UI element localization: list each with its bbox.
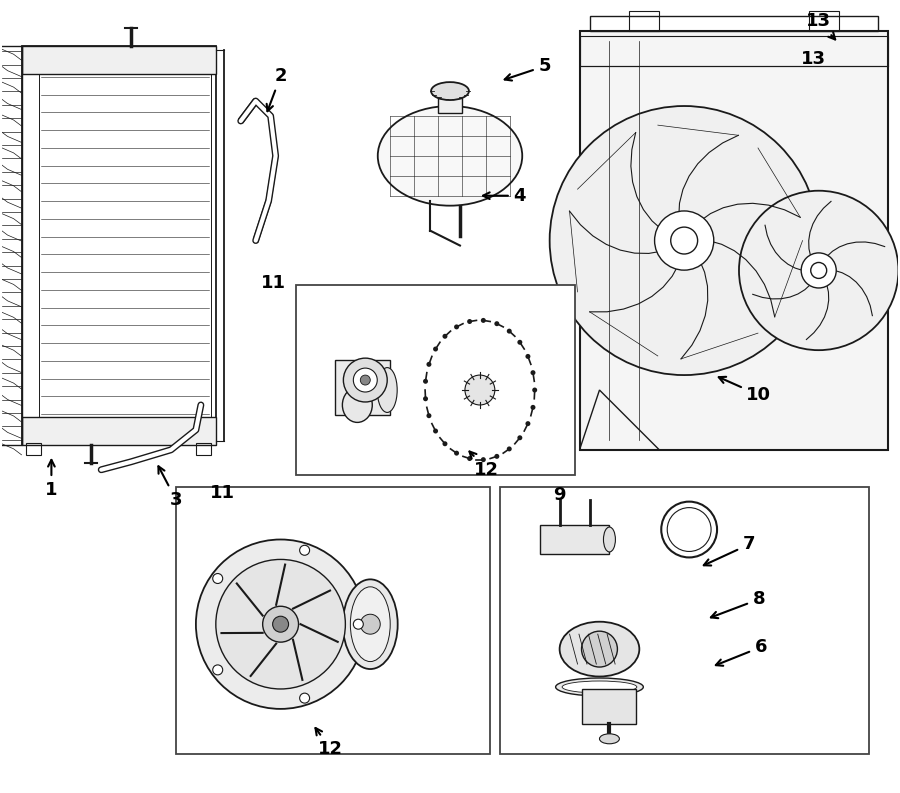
Circle shape <box>507 328 512 334</box>
Bar <box>581 689 636 724</box>
Circle shape <box>263 607 299 642</box>
Circle shape <box>494 321 500 326</box>
Circle shape <box>670 227 698 254</box>
Circle shape <box>423 396 428 401</box>
Ellipse shape <box>599 734 619 744</box>
Circle shape <box>433 428 438 434</box>
Circle shape <box>481 457 486 462</box>
Circle shape <box>550 106 819 375</box>
Bar <box>580 31 888 450</box>
Circle shape <box>354 619 364 629</box>
Circle shape <box>526 421 530 426</box>
Text: 4: 4 <box>483 186 526 205</box>
Circle shape <box>518 435 522 440</box>
Circle shape <box>433 347 438 351</box>
Circle shape <box>526 354 530 359</box>
Text: 3: 3 <box>158 466 182 508</box>
Ellipse shape <box>562 681 637 693</box>
Circle shape <box>454 324 459 329</box>
Circle shape <box>354 368 377 392</box>
Text: 11: 11 <box>211 484 235 502</box>
Circle shape <box>494 454 500 459</box>
Bar <box>590 17 878 31</box>
Circle shape <box>811 262 827 278</box>
Bar <box>438 98 462 113</box>
Ellipse shape <box>560 622 639 676</box>
Ellipse shape <box>342 388 373 423</box>
Text: 5: 5 <box>505 57 551 81</box>
Text: 13: 13 <box>801 50 826 68</box>
Circle shape <box>443 334 447 339</box>
Circle shape <box>739 191 898 351</box>
Text: 12: 12 <box>316 728 343 758</box>
Circle shape <box>216 559 346 689</box>
Circle shape <box>360 375 370 385</box>
Bar <box>22 417 216 445</box>
Ellipse shape <box>555 678 643 696</box>
Bar <box>295 285 574 475</box>
Circle shape <box>532 388 537 393</box>
Circle shape <box>360 615 380 634</box>
Circle shape <box>212 665 222 675</box>
Text: 13: 13 <box>806 13 835 40</box>
Circle shape <box>481 318 486 323</box>
Bar <box>540 524 609 554</box>
Circle shape <box>518 339 522 345</box>
Circle shape <box>530 370 536 375</box>
Bar <box>336 360 391 415</box>
Circle shape <box>801 253 836 288</box>
Circle shape <box>212 573 222 584</box>
Circle shape <box>507 446 512 451</box>
Text: 12: 12 <box>470 451 500 479</box>
Circle shape <box>196 539 365 709</box>
Circle shape <box>427 362 431 367</box>
Text: 9: 9 <box>554 485 566 504</box>
Bar <box>26 442 41 455</box>
Circle shape <box>443 441 447 446</box>
Bar <box>0 46 22 445</box>
Circle shape <box>581 631 617 667</box>
Ellipse shape <box>378 106 522 205</box>
Text: 1: 1 <box>45 460 58 499</box>
Circle shape <box>530 405 536 410</box>
Text: 10: 10 <box>719 377 771 404</box>
Circle shape <box>467 319 472 324</box>
Circle shape <box>465 375 495 405</box>
Ellipse shape <box>350 587 391 661</box>
Text: 11: 11 <box>261 274 286 293</box>
Circle shape <box>300 693 310 703</box>
Circle shape <box>273 616 289 632</box>
Circle shape <box>654 211 714 270</box>
Circle shape <box>300 546 310 555</box>
Bar <box>809 11 839 31</box>
Ellipse shape <box>343 580 398 669</box>
Circle shape <box>467 456 472 461</box>
Text: 7: 7 <box>704 535 755 565</box>
Ellipse shape <box>604 527 616 552</box>
Ellipse shape <box>377 368 397 412</box>
Bar <box>22 46 216 445</box>
Ellipse shape <box>431 82 469 100</box>
Text: 6: 6 <box>716 638 767 666</box>
Bar <box>196 442 211 455</box>
Text: 8: 8 <box>711 590 765 619</box>
Bar <box>500 487 868 753</box>
Bar <box>176 487 490 753</box>
Circle shape <box>344 358 387 402</box>
Bar <box>629 11 660 31</box>
Circle shape <box>423 379 428 384</box>
Text: 2: 2 <box>266 67 287 111</box>
Circle shape <box>427 413 431 418</box>
Bar <box>580 36 888 66</box>
Bar <box>22 46 216 74</box>
Circle shape <box>454 450 459 456</box>
Bar <box>40 54 211 437</box>
